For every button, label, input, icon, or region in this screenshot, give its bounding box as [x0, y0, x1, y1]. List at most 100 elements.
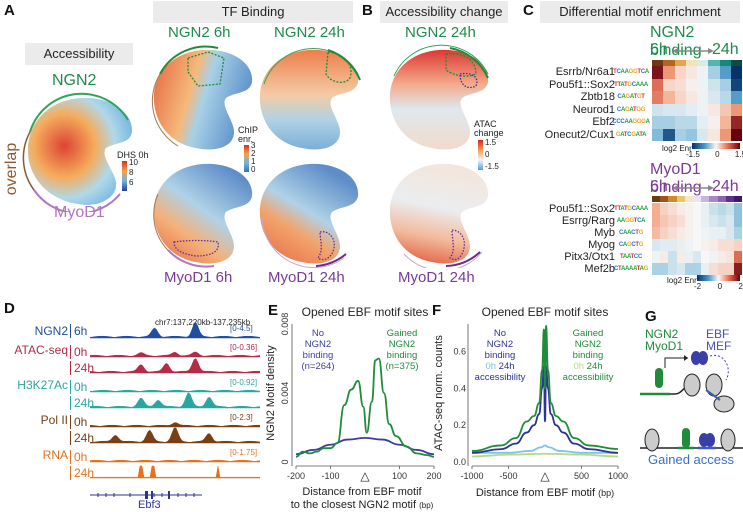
- model-schematic: [640, 351, 743, 452]
- heatmap-cell: [697, 116, 709, 129]
- motif-logo: TAATCC: [619, 254, 643, 260]
- heatmap-cell: [692, 239, 702, 251]
- heatmap-cell: [708, 103, 720, 116]
- legend-no-binding: binding: [485, 350, 516, 361]
- umap-atac-myod1-24h: [389, 163, 489, 268]
- ngn2-time-arrow-icon: [672, 48, 714, 54]
- heatmap-cell: [685, 78, 698, 91]
- legend-gained-binding-suffix: accessibility: [563, 372, 614, 383]
- legend-gained-binding: Gained: [573, 328, 604, 339]
- heatmap-cell: [725, 227, 734, 239]
- heatmap-cell: [660, 203, 669, 215]
- track-time-label: 0h: [74, 345, 88, 359]
- chip-tick: 3: [251, 141, 256, 150]
- legend-no-binding-suffix: accessibility: [475, 372, 526, 383]
- heatmap-cell: [697, 66, 709, 79]
- tf-protein-icon: [655, 368, 663, 388]
- track-time-label: 24h: [74, 396, 95, 410]
- legend-tick: 0: [717, 282, 723, 291]
- heatmap-cell: [660, 251, 669, 263]
- y-tick-label: 0.2: [453, 420, 466, 430]
- panel-label-b: B: [362, 2, 373, 19]
- series-line: [471, 452, 619, 458]
- legend-tick: 2: [738, 282, 743, 291]
- heatmap-cell: [701, 263, 710, 275]
- track-range: [0-1.75]: [230, 448, 258, 457]
- heatmap-cell: [731, 91, 743, 104]
- heatmap-cell: [725, 215, 734, 227]
- track-divider: [70, 345, 71, 359]
- accessibility-header: Accessibility: [25, 43, 133, 65]
- chip-legend-title: ChIP enr.: [238, 126, 258, 144]
- myod1-to: 24h: [712, 178, 739, 195]
- heatmap-cell: [685, 116, 698, 129]
- track-divider: [70, 450, 71, 464]
- chart-title: Opened EBF motif sites: [482, 305, 609, 319]
- heatmap-cell: [701, 251, 710, 263]
- y-axis-label: ATAC-seq norm. counts: [433, 335, 445, 451]
- heatmap-cell: [733, 203, 743, 215]
- heatmap-cell: [709, 203, 718, 215]
- heatmap-cell: [717, 263, 726, 275]
- heatmap-cell: [668, 203, 677, 215]
- track-group-label: Pol II: [40, 413, 68, 427]
- heatmap-cell: [685, 91, 698, 104]
- heatmap-cell: [652, 239, 661, 251]
- heatmap-cell: [701, 227, 710, 239]
- myod1-timepoint-bar: [652, 196, 743, 202]
- dhs-ticks: 10 8 6: [129, 158, 138, 188]
- x-tick-label: 500: [574, 471, 589, 481]
- heatmap-cell: [731, 116, 743, 129]
- ngn2-legend-colorbar: [692, 143, 740, 149]
- heatmap-cell: [709, 251, 718, 263]
- heatmap-cell: [663, 116, 675, 129]
- y-tick-label: 0.4: [453, 383, 466, 393]
- motif-center-marker: △: [360, 469, 370, 483]
- track-time-label: 6h: [74, 324, 88, 338]
- x-tick-label: 1000: [608, 471, 628, 481]
- heatmap-cell: [660, 215, 669, 227]
- ngn2-motif-logos: TCAAGGTCA TTATGCAAA CAGATGT CAGATGG CCCAAGGG…: [607, 66, 655, 141]
- timepoint-swatch: [697, 60, 709, 66]
- motif-label: Ebf2: [592, 116, 615, 128]
- b-title-myod1-24h: MyoD1 24h: [398, 269, 475, 286]
- x-tick-label: -500: [499, 471, 517, 481]
- myod1-legend-title: log2 Enr: [667, 276, 697, 285]
- motif-logo: GATCGATA: [615, 131, 647, 138]
- tf-title-ngn2-6h: NGN2 6h: [168, 24, 231, 41]
- track-range: [0-4.5]: [230, 324, 253, 333]
- series-line: [472, 444, 618, 454]
- heatmap-cell: [685, 128, 698, 141]
- track-range: [0-2.3]: [230, 413, 253, 422]
- heatmap-cell: [701, 203, 710, 215]
- motif-logo: CAGATGT: [617, 94, 645, 100]
- umap-accessibility: [22, 92, 132, 212]
- atac-legend-title1: ATAC: [474, 119, 497, 129]
- heatmap-cell: [733, 239, 743, 251]
- motif-logo: TCAAGGTCA: [613, 69, 649, 75]
- series-label-no-binding: NGN2: [305, 339, 331, 350]
- heatmap-cell: [674, 78, 686, 91]
- motif-logo: TTATGCAAA: [614, 206, 648, 212]
- heatmap-cell: [668, 215, 677, 227]
- heatmap-cell: [663, 78, 675, 91]
- heatmap-cell: [652, 263, 661, 275]
- track-time-label: 24h: [74, 431, 95, 445]
- x-axis-label-line2: to the closest NGN2 motif (bp): [291, 499, 434, 511]
- heatmap-cell: [697, 103, 709, 116]
- legend-gained-binding-times: 0h 24h: [573, 361, 602, 372]
- heatmap-cell: [684, 239, 693, 251]
- track-divider: [70, 415, 71, 429]
- heatmap-cell: [719, 128, 732, 141]
- umap-label-ngn2: NGN2: [52, 72, 97, 89]
- g-tf1: NGN2: [645, 327, 679, 341]
- heatmap-cell: [731, 103, 743, 116]
- motif-logo: CCCAAGGGA: [612, 119, 650, 125]
- heatmap-cell: [660, 239, 669, 251]
- timepoint-swatch: [692, 196, 702, 202]
- myod1-motif-labels: Pou5f1::Sox2 Esrrg/Rarg Myb Myog Pitx3/Otx1 M…: [520, 203, 615, 275]
- heatmap-cell: [685, 66, 698, 79]
- heatmap-cell: [674, 116, 686, 129]
- heatmap-cell: [684, 227, 693, 239]
